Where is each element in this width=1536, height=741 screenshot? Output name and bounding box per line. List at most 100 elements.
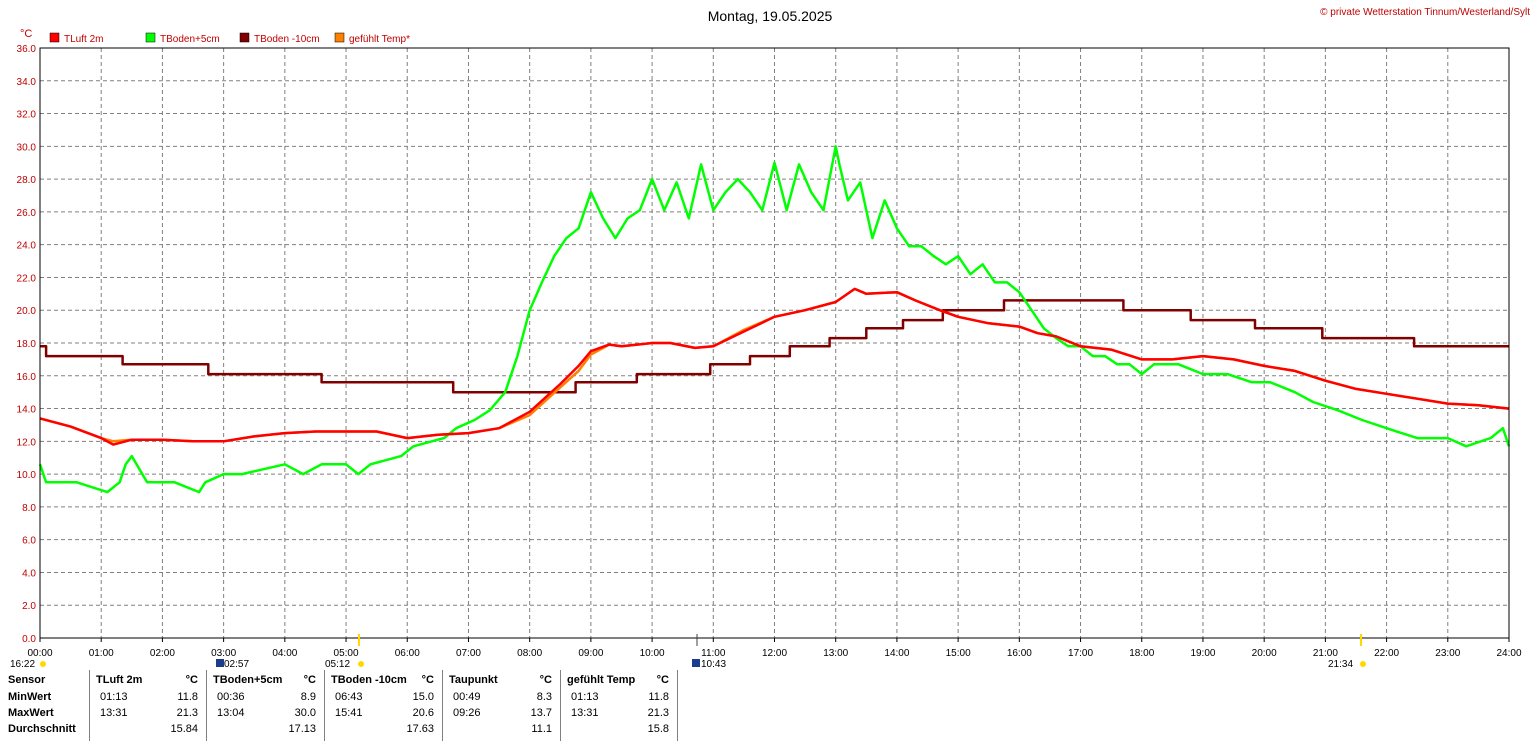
y-tick-label: 12.0 — [17, 437, 37, 448]
sun-icon — [1360, 661, 1366, 667]
y-axis-ticks: 0.0 2.0 4.0 6.0 8.0 10.0 12.0 14.0 16.0 18.0 20.0 2… — [17, 44, 37, 645]
stats-max-time: 09:26 — [453, 707, 481, 719]
sun-icon — [358, 661, 364, 667]
series-line-tboden-10cm — [40, 299, 1509, 394]
stats-label-avg: Durchschnitt — [8, 723, 76, 735]
stats-row-labels: Sensor MinWert MaxWert Durchschnitt — [0, 670, 90, 741]
y-tick-label: 20.0 — [17, 306, 37, 317]
stats-sensor-name: TLuft 2m — [96, 674, 143, 686]
stats-unit: °C — [539, 674, 552, 686]
stats-unit: °C — [185, 674, 198, 686]
stats-sensor-name: TBoden+5cm — [213, 674, 283, 686]
legend-swatch — [49, 32, 60, 43]
legend-swatch — [239, 32, 250, 43]
stats-min-time: 00:36 — [217, 691, 245, 703]
sun-markers: 16:22 02:57 05:12 10:43 21:34 — [10, 634, 1366, 670]
stats-min-value: 11.8 — [648, 691, 669, 703]
series-line-tboden-5cm — [38, 145, 1511, 494]
y-tick-label: 16.0 — [17, 372, 37, 383]
x-tick-label: 19:00 — [1190, 648, 1215, 659]
chart-legend: TLuft 2m TBoden+5cm TBoden -10cm gefühlt Te… — [49, 32, 410, 45]
sun-event-time: 16:22 — [10, 659, 35, 670]
sun-event-time: 05:12 — [325, 659, 350, 670]
stats-min-value: 11.8 — [177, 691, 198, 703]
stats-max-value: 21.3 — [176, 707, 198, 719]
stats-label-sensor: Sensor — [8, 674, 46, 686]
station-credit: © private Wetterstation Tinnum/Westerlan… — [1320, 7, 1530, 18]
y-tick-label: 8.0 — [22, 503, 36, 514]
y-tick-label: 28.0 — [17, 175, 37, 186]
x-tick-label: 08:00 — [517, 648, 542, 659]
stats-max-time: 13:04 — [217, 707, 245, 719]
x-tick-label: 04:00 — [272, 648, 297, 659]
stats-column: TLuft 2m °C 01:13 11.8 13:31 21.3 15.84 — [89, 670, 207, 741]
legend-label: TLuft 2m — [64, 34, 103, 45]
y-tick-label: 24.0 — [17, 241, 37, 252]
x-tick-label: 09:00 — [578, 648, 603, 659]
x-tick-label: 05:00 — [334, 648, 359, 659]
stats-avg-value: 17.63 — [406, 723, 434, 735]
stats-max-value: 20.6 — [412, 707, 434, 719]
x-tick-label: 02:00 — [150, 648, 175, 659]
stats-max-value: 21.3 — [647, 707, 669, 719]
y-tick-label: 0.0 — [22, 634, 36, 645]
x-tick-label: 10:00 — [640, 648, 665, 659]
stats-table: Sensor MinWert MaxWert Durchschnitt TLuf… — [0, 670, 1536, 741]
legend-label: TBoden+5cm — [160, 34, 220, 45]
x-tick-label: 11:00 — [701, 648, 726, 659]
stats-unit: °C — [656, 674, 669, 686]
x-tick-label: 15:00 — [946, 648, 971, 659]
y-tick-label: 30.0 — [17, 142, 37, 153]
y-tick-label: 26.0 — [17, 208, 37, 219]
stats-max-time: 15:41 — [335, 707, 363, 719]
stats-min-time: 00:49 — [453, 691, 481, 703]
stats-column: gefühlt Temp °C 01:13 11.8 13:31 21.3 15.8 — [560, 670, 678, 741]
y-tick-label: 14.0 — [17, 405, 37, 416]
stats-sensor-name: TBoden -10cm — [331, 674, 407, 686]
x-axis-ticks: 00:00 01:00 02:00 03:00 04:00 05:00 06:00 07:00… — [27, 638, 1522, 659]
stats-column: TBoden -10cm °C 06:43 15.0 15:41 20.6 17.63 — [324, 670, 443, 741]
legend-label: gefühlt Temp* — [349, 34, 410, 45]
sun-event-time: 02:57 — [224, 659, 249, 670]
stats-min-time: 01:13 — [571, 691, 599, 703]
stats-min-value: 8.3 — [536, 691, 552, 703]
x-tick-label: 12:00 — [762, 648, 787, 659]
y-tick-label: 34.0 — [17, 77, 37, 88]
x-tick-label: 13:00 — [823, 648, 848, 659]
stats-column: TBoden+5cm °C 00:36 8.9 13:04 30.0 17.13 — [206, 670, 325, 741]
stats-column: Taupunkt °C 00:49 8.3 09:26 13.7 11.1 — [442, 670, 561, 741]
x-tick-label: 00:00 — [27, 648, 52, 659]
stats-label-min: MinWert — [8, 691, 52, 703]
temperature-chart: Montag, 19.05.2025 © private Wetterstati… — [10, 7, 1530, 670]
legend-label: TBoden -10cm — [254, 34, 320, 45]
chart-series — [38, 145, 1511, 494]
legend-swatch — [334, 32, 345, 43]
y-tick-label: 18.0 — [17, 339, 37, 350]
stats-max-value: 13.7 — [530, 707, 552, 719]
stats-unit: °C — [303, 674, 316, 686]
x-tick-label: 03:00 — [211, 648, 236, 659]
stats-avg-value: 15.8 — [647, 723, 669, 735]
stats-sensor-name: gefühlt Temp — [567, 674, 636, 686]
stats-unit: °C — [421, 674, 434, 686]
y-tick-label: 32.0 — [17, 110, 37, 121]
x-tick-label: 16:00 — [1007, 648, 1032, 659]
x-tick-label: 18:00 — [1129, 648, 1154, 659]
stats-max-time: 13:31 — [100, 707, 128, 719]
sun-icon — [40, 661, 46, 667]
y-tick-label: 36.0 — [17, 44, 37, 55]
x-tick-label: 17:00 — [1068, 648, 1093, 659]
y-tick-label: 6.0 — [22, 536, 36, 547]
moon-icon — [216, 659, 224, 667]
y-tick-label: 22.0 — [17, 273, 37, 284]
stats-min-value: 8.9 — [300, 691, 316, 703]
moon-icon — [692, 659, 700, 667]
series-line-tluft-2m — [39, 287, 1510, 446]
x-tick-label: 24:00 — [1496, 648, 1521, 659]
x-tick-label: 20:00 — [1252, 648, 1277, 659]
stats-max-value: 30.0 — [294, 707, 316, 719]
chart-grid — [40, 48, 1509, 638]
legend-swatch — [145, 32, 156, 43]
stats-avg-value: 15.84 — [170, 723, 198, 735]
y-tick-label: 4.0 — [22, 568, 36, 579]
